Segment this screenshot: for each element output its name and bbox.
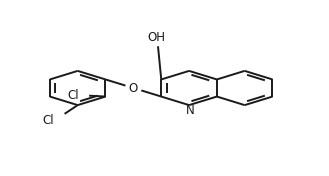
Text: OH: OH: [147, 31, 165, 44]
Text: Cl: Cl: [42, 114, 54, 127]
Text: Cl: Cl: [67, 89, 79, 102]
Text: O: O: [129, 82, 138, 95]
Text: N: N: [186, 104, 195, 117]
